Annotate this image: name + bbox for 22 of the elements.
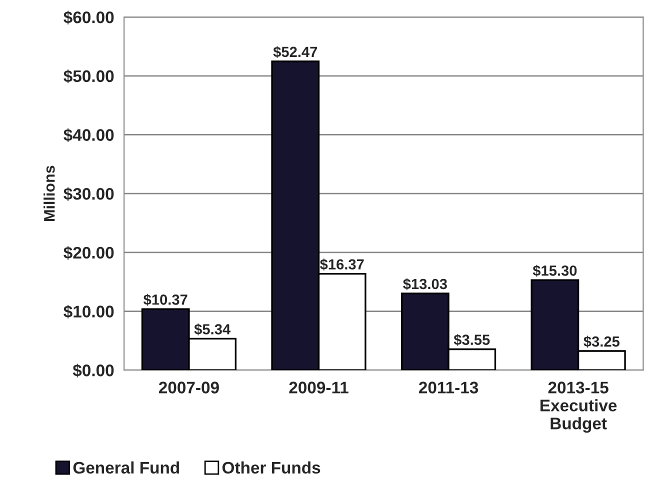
data-label: $52.47: [273, 46, 318, 58]
data-label: $3.55: [454, 334, 490, 346]
y-axis-title: Millions: [44, 166, 55, 221]
y-tick-label: $50.00: [64, 70, 114, 84]
x-tick-label: 2013-15 Executive Budget: [540, 382, 617, 433]
data-label: $13.03: [403, 278, 447, 290]
y-tick-label: $30.00: [64, 187, 114, 201]
data-label: $5.34: [194, 323, 230, 336]
x-tick-label: 2009-11: [289, 382, 348, 394]
legend-label: Other Funds: [222, 461, 320, 474]
data-label: $15.30: [532, 264, 577, 277]
data-label: $16.37: [320, 258, 364, 270]
y-tick-label: $20.00: [64, 246, 114, 260]
y-tick-label: $40.00: [64, 128, 114, 142]
y-tick-label: $10.00: [64, 304, 114, 319]
y-tick-label: $0.00: [72, 364, 114, 378]
data-label: $3.25: [584, 336, 620, 348]
y-tick-label: $60.00: [64, 10, 114, 24]
x-tick-label: 2007-09: [158, 382, 219, 394]
x-tick-label: 2011-13: [418, 382, 478, 394]
legend-label: General Fund: [73, 461, 179, 474]
data-label: $10.37: [143, 294, 188, 306]
